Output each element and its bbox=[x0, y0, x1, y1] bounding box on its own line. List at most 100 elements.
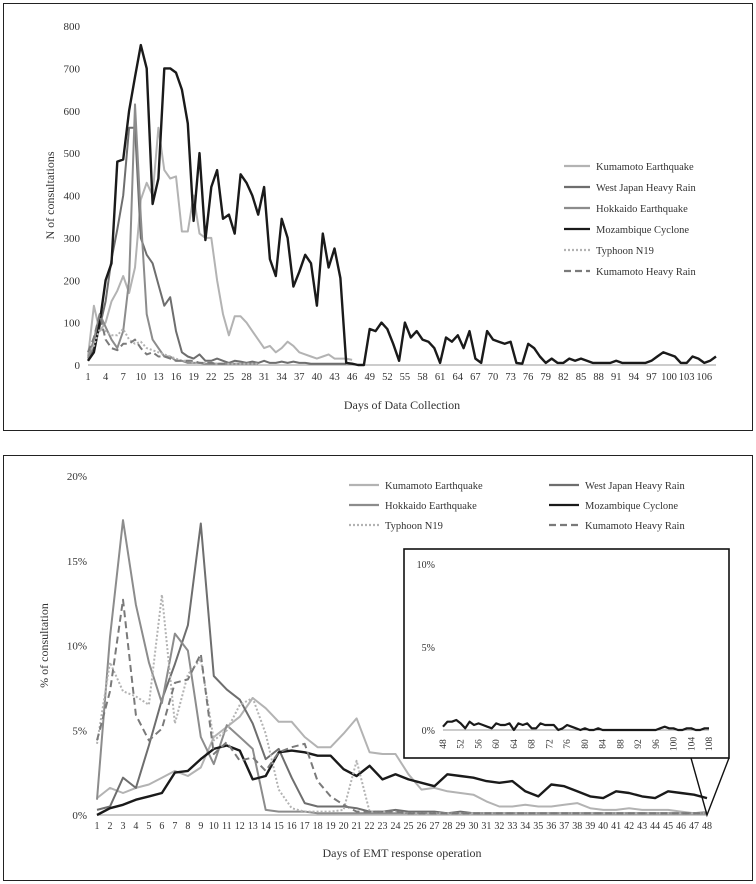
inset-zoom-connector bbox=[690, 757, 730, 818]
x-tick-label: 19 bbox=[188, 372, 199, 383]
x-tick-label: 34 bbox=[276, 372, 287, 383]
x-tick-label: 61 bbox=[435, 372, 446, 383]
legend-label: West Japan Heavy Rain bbox=[585, 481, 686, 492]
x-tick-label: 17 bbox=[300, 821, 310, 832]
x-tick-label: 49 bbox=[364, 372, 375, 383]
x-tick-label: 97 bbox=[646, 372, 657, 383]
x-tick-label: 27 bbox=[429, 821, 439, 832]
x-tick-label: 12 bbox=[235, 821, 245, 832]
x-tick-label: 9 bbox=[198, 821, 203, 832]
x-tick-label: 82 bbox=[558, 372, 569, 383]
inset-x-tick-label: 56 bbox=[474, 739, 484, 749]
x-tick-label: 10 bbox=[209, 821, 219, 832]
x-tick-label: 4 bbox=[103, 372, 109, 383]
x-tick-label: 6 bbox=[159, 821, 164, 832]
y-tick-label: 200 bbox=[64, 275, 81, 287]
inset-frame bbox=[403, 548, 730, 759]
x-tick-label: 18 bbox=[313, 821, 323, 832]
x-tick-label: 22 bbox=[206, 372, 217, 383]
x-tick-label: 19 bbox=[326, 821, 336, 832]
x-tick-label: 45 bbox=[663, 821, 673, 832]
x-tick-label: 10 bbox=[136, 372, 147, 383]
inset-x-tick-label: 104 bbox=[687, 737, 697, 752]
x-tick-label: 44 bbox=[650, 821, 660, 832]
y-tick-label: 0 bbox=[75, 360, 81, 372]
x-tick-label: 35 bbox=[533, 821, 543, 832]
x-tick-label: 24 bbox=[391, 821, 401, 832]
x-tick-label: 70 bbox=[488, 372, 499, 383]
inset-x-tick-label: 88 bbox=[616, 739, 626, 749]
x-tick-label: 42 bbox=[624, 821, 634, 832]
x-tick-label: 16 bbox=[287, 821, 297, 832]
series-line-mozambique-cyclone bbox=[96, 744, 708, 817]
x-tick-label: 21 bbox=[352, 821, 362, 832]
y-tick-label: 20% bbox=[67, 471, 87, 483]
x-tick-label: 73 bbox=[505, 372, 516, 383]
y-tick-label: 500 bbox=[64, 148, 81, 160]
x-tick-label: 43 bbox=[329, 372, 340, 383]
x-tick-label: 38 bbox=[572, 821, 582, 832]
series-line-west-japan-heavy-rain bbox=[87, 126, 347, 365]
legend-label: Typhoon N19 bbox=[385, 521, 443, 532]
x-tick-label: 2 bbox=[107, 821, 112, 832]
x-tick-label: 25 bbox=[403, 821, 413, 832]
x-tick-label: 58 bbox=[417, 372, 428, 383]
x-tick-label: 1 bbox=[85, 372, 90, 383]
y-axis-title: % of consultation bbox=[37, 603, 51, 688]
inset-x-tick-label: 52 bbox=[457, 739, 467, 749]
x-tick-label: 29 bbox=[455, 821, 465, 832]
consultations-count-chart: 0 100 200 300 400 500 600 700 800 1 4 7 10 13 16 19 22 25… bbox=[43, 21, 717, 412]
x-tick-label: 55 bbox=[400, 372, 411, 383]
series-line-mozambique-cyclone bbox=[87, 43, 717, 367]
x-tick-label: 31 bbox=[481, 821, 491, 832]
x-tick-label: 36 bbox=[546, 821, 556, 832]
x-tick-label: 46 bbox=[347, 372, 358, 383]
inset-y-tick-label: 0% bbox=[422, 726, 435, 737]
legend-label: Typhoon N19 bbox=[596, 246, 654, 257]
y-tick-label: 400 bbox=[64, 191, 81, 203]
legend-label: Kumamoto Heavy Rain bbox=[596, 267, 696, 278]
x-tick-label: 22 bbox=[365, 821, 375, 832]
x-tick-label: 34 bbox=[520, 821, 530, 832]
x-tick-label: 40 bbox=[312, 372, 323, 383]
x-tick-label: 20 bbox=[339, 821, 349, 832]
x-tick-label: 91 bbox=[611, 372, 622, 383]
legend-label: Hokkaido Earthquake bbox=[385, 501, 477, 512]
legend-label: Kumamoto Earthquake bbox=[385, 481, 483, 492]
x-tick-label: 25 bbox=[224, 372, 235, 383]
x-tick-label: 79 bbox=[541, 372, 552, 383]
x-tick-label: 106 bbox=[696, 372, 712, 383]
legend-label: Kumamoto Earthquake bbox=[596, 162, 694, 173]
inset-x-tick-label: 84 bbox=[599, 739, 609, 749]
x-tick-label: 33 bbox=[507, 821, 517, 832]
y-tick-label: 700 bbox=[64, 63, 81, 75]
legend-label: Kumamoto Heavy Rain bbox=[585, 521, 685, 532]
series-line-hokkaido-earthquake bbox=[87, 103, 259, 365]
inset-x-tick-label: 80 bbox=[581, 739, 591, 749]
legend-label: Mozambique Cyclone bbox=[596, 225, 689, 236]
inset-x-tick-label: 96 bbox=[652, 739, 662, 749]
x-axis-title: Days of EMT response operation bbox=[322, 846, 481, 860]
x-tick-label: 41 bbox=[611, 821, 621, 832]
x-tick-label: 28 bbox=[241, 372, 252, 383]
x-tick-label: 64 bbox=[453, 372, 464, 383]
x-tick-label: 23 bbox=[378, 821, 388, 832]
x-tick-label: 94 bbox=[629, 372, 640, 383]
y-tick-label: 600 bbox=[64, 106, 81, 118]
x-tick-label: 39 bbox=[585, 821, 595, 832]
x-tick-label: 40 bbox=[598, 821, 608, 832]
x-tick-label: 13 bbox=[248, 821, 258, 832]
x-tick-label: 28 bbox=[442, 821, 452, 832]
x-tick-label: 11 bbox=[222, 821, 232, 832]
y-tick-label: 0% bbox=[72, 810, 87, 822]
inset-x-tick-label: 100 bbox=[670, 737, 680, 752]
y-tick-label: 15% bbox=[67, 556, 87, 568]
inset-x-tick-label: 72 bbox=[545, 739, 555, 749]
x-tick-label: 7 bbox=[172, 821, 177, 832]
x-tick-label: 15 bbox=[274, 821, 284, 832]
legend-label: West Japan Heavy Rain bbox=[596, 183, 697, 194]
x-tick-label: 30 bbox=[468, 821, 478, 832]
x-tick-label: 85 bbox=[576, 372, 587, 383]
inset-x-tick-label: 64 bbox=[510, 739, 520, 749]
x-tick-label: 31 bbox=[259, 372, 270, 383]
